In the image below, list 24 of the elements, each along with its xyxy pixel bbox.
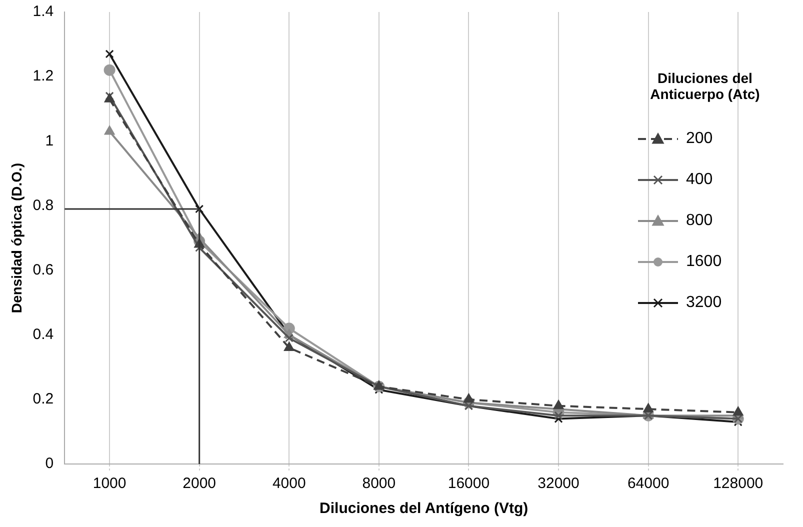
legend-label: 1600 [686, 252, 722, 270]
legend-title: Diluciones del Anticuerpo (Atc) [649, 70, 761, 102]
x-tick-label: 2000 [182, 475, 216, 492]
legend-label: 800 [686, 212, 713, 230]
y-tick-label: 0.8 [32, 196, 54, 214]
x-tick-label: 64000 [627, 475, 670, 492]
y-tick-label: 1 [45, 132, 54, 150]
legend-label: 200 [686, 130, 713, 148]
x-tick-label: 16000 [448, 475, 490, 492]
y-tick-label: 0.4 [32, 326, 54, 343]
legend-label: 400 [686, 170, 713, 188]
y-axis-title: Densidad óptica (D.O.) [8, 162, 24, 314]
x-tick-label: 128000 [713, 475, 764, 492]
x-tick-label: 8000 [362, 475, 396, 492]
y-tick-label: 1.2 [32, 68, 54, 85]
y-tick-label: 0.2 [32, 390, 54, 408]
legend-label: 3200 [686, 294, 722, 312]
x-tick-label: 4000 [272, 475, 306, 492]
y-tick-label: 0.6 [32, 261, 54, 278]
x-axis-title: Diluciones del Antígeno (Vtg) [320, 500, 528, 518]
y-tick-label: 1.4 [32, 3, 54, 20]
x-tick-label: 1000 [92, 475, 126, 492]
y-tick-label: 0 [45, 455, 54, 472]
x-tick-label: 32000 [538, 475, 580, 492]
